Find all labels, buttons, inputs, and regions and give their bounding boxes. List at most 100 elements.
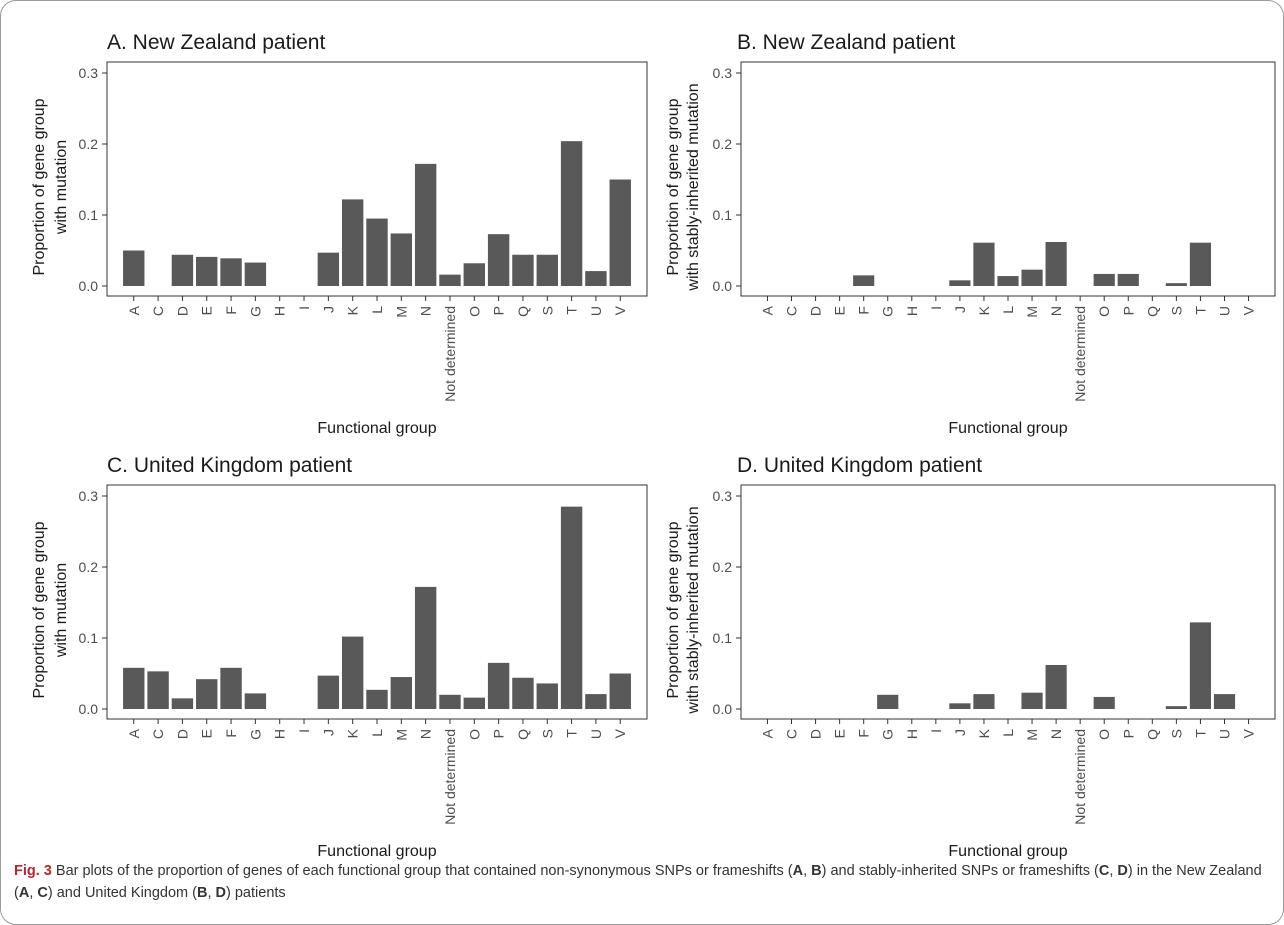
bar-J <box>317 675 340 709</box>
bar-N <box>1045 241 1067 286</box>
x-tick-label: H <box>904 306 920 316</box>
x-tick-label: M <box>393 729 409 741</box>
y-tick-label: 0.3 <box>713 65 733 81</box>
y-axis-label-line-2: with mutation <box>53 563 70 658</box>
x-tick-label: M <box>393 306 409 318</box>
y-tick-label: 0.0 <box>79 701 99 717</box>
x-tick-label: S <box>539 729 555 738</box>
bar-L <box>366 218 388 286</box>
x-tick-label: J <box>952 729 968 736</box>
y-tick-label: 0.2 <box>713 136 733 152</box>
caption-part: ) patients <box>226 885 286 901</box>
x-axis-label: Functional group <box>948 843 1067 860</box>
y-tick-label: 0.3 <box>79 65 99 81</box>
bar-M <box>1021 692 1043 709</box>
bar-Not-determined <box>439 694 461 709</box>
x-axis-label: Functional group <box>948 420 1067 437</box>
bar-K <box>973 694 995 709</box>
x-tick-label: D <box>174 729 190 739</box>
caption-part: B <box>196 885 208 901</box>
chart-panel-A: A. New Zealand patient 0.0 0.1 0.2 0.3 A C D E F G… <box>31 31 648 437</box>
x-tick-label: Q <box>1144 729 1160 740</box>
bar-D <box>171 254 194 286</box>
x-tick-label: F <box>856 306 872 315</box>
bar-Not-determined <box>439 274 461 286</box>
x-tick-label: Not determined <box>442 729 458 825</box>
bar-P <box>487 234 510 286</box>
y-axis-label-line-1: Proportion of gene group <box>31 521 48 698</box>
bar-V <box>609 673 631 709</box>
y-tick-label: 0.0 <box>713 701 733 717</box>
x-tick-label: C <box>784 306 800 316</box>
figure-label: Fig. 3 <box>14 863 52 879</box>
bar-F <box>220 667 242 709</box>
y-tick-label: 0.2 <box>79 559 99 575</box>
x-tick-label: G <box>880 306 896 317</box>
x-tick-label: S <box>1168 306 1184 315</box>
bar-U <box>585 694 607 709</box>
bar-T <box>1189 242 1212 286</box>
y-axis-label-line-1: Proportion of gene group <box>665 521 682 698</box>
caption-part: , <box>803 863 812 879</box>
x-tick-label: N <box>418 306 434 316</box>
y-tick-label: 0.0 <box>79 278 99 294</box>
bar-S <box>536 254 558 286</box>
x-tick-label: V <box>1241 728 1257 738</box>
caption-part: A <box>18 885 30 901</box>
x-tick-label: C <box>150 729 166 739</box>
bar-O <box>463 697 485 709</box>
x-axis-label: Functional group <box>317 843 436 860</box>
bar-N <box>414 163 437 286</box>
bar-G <box>244 262 267 286</box>
x-tick-label: V <box>1241 305 1257 315</box>
bar-M <box>390 677 413 709</box>
y-tick-label: 0.3 <box>79 488 99 504</box>
x-tick-label: T <box>1192 306 1208 315</box>
x-tick-label: T <box>564 306 580 315</box>
y-axis-label-line-1: Proportion of gene group <box>665 98 682 275</box>
caption-part: B <box>811 863 822 879</box>
x-tick-label: Not determined <box>442 306 458 402</box>
x-tick-label: E <box>832 729 848 738</box>
bar-Q <box>512 254 534 286</box>
x-tick-label: K <box>976 305 992 315</box>
x-tick-label: V <box>612 305 628 315</box>
x-tick-label: F <box>223 729 239 738</box>
bar-O <box>463 263 485 286</box>
bar-A <box>123 250 145 286</box>
x-tick-label: L <box>1000 306 1016 314</box>
x-tick-label: H <box>272 729 288 739</box>
bar-S <box>1165 283 1187 286</box>
y-axis-label-line-2: with mutation <box>53 140 70 235</box>
y-tick-label: 0.0 <box>713 278 733 294</box>
y-tick-label: 0.3 <box>713 488 733 504</box>
bar-M <box>390 233 413 286</box>
chart-panel-C: C. United Kingdom patient 0.0 0.1 0.2 0.3 A C D… <box>31 454 648 860</box>
chart-panel-D: D. United Kingdom patient 0.0 0.1 0.2 0.3 A C D… <box>665 454 1276 860</box>
x-tick-label: D <box>174 306 190 316</box>
x-tick-label: P <box>1120 729 1136 738</box>
x-tick-label: F <box>856 729 872 738</box>
bar-D <box>171 698 194 709</box>
bar-T <box>1189 622 1212 709</box>
x-tick-label: U <box>588 729 604 739</box>
caption-text: Bar plots of the proportion of genes of … <box>14 863 1262 901</box>
panel-title: C. United Kingdom patient <box>107 454 352 477</box>
x-tick-label: A <box>759 728 775 738</box>
bar-K <box>341 199 364 286</box>
caption-part: D <box>215 885 227 901</box>
x-tick-label: K <box>345 305 361 315</box>
x-tick-label: N <box>1048 729 1064 739</box>
y-tick-label: 0.2 <box>713 559 733 575</box>
x-tick-label: I <box>928 306 944 310</box>
x-tick-label: P <box>491 306 507 315</box>
x-tick-label: S <box>1168 729 1184 738</box>
x-tick-label: I <box>296 729 312 733</box>
x-tick-label: M <box>1024 729 1040 741</box>
x-axis-label: Functional group <box>317 420 436 437</box>
caption-part: , <box>29 885 38 901</box>
caption-part: ) in the New Zealand ( <box>14 863 1262 901</box>
bar-U <box>1213 694 1236 709</box>
x-tick-label: T <box>564 729 580 738</box>
y-axis-label-line-2: with stably-inherited mutation <box>685 506 702 714</box>
